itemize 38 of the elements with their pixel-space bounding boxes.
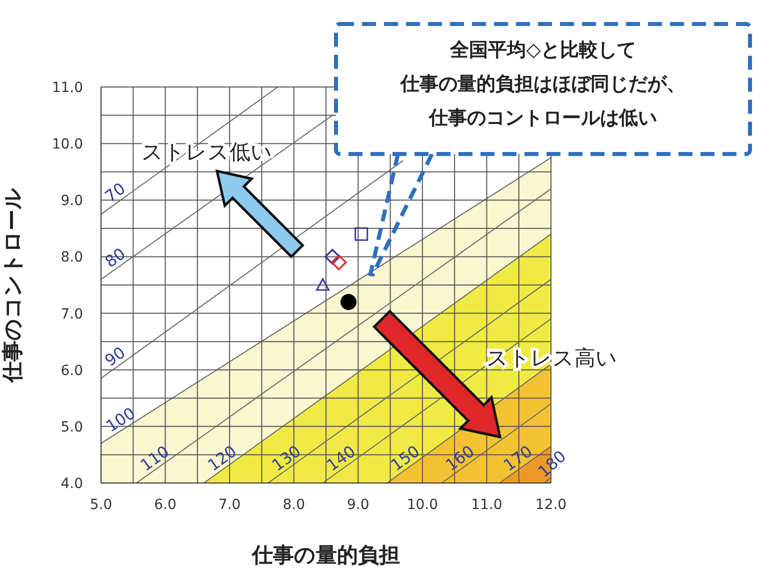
y-tick-label: 10.0 bbox=[52, 136, 83, 153]
text: 110 bbox=[136, 442, 173, 475]
y-axis-title: 仕事のコントロール bbox=[0, 188, 24, 384]
text: 180 bbox=[534, 446, 570, 482]
text: 120 bbox=[204, 442, 240, 475]
x-tick-label: 5.0 bbox=[90, 496, 112, 513]
text: 100 bbox=[102, 403, 139, 436]
text: 140 bbox=[323, 442, 359, 475]
text: 80 bbox=[101, 244, 130, 272]
text: 160 bbox=[442, 441, 478, 475]
y-tick-label: 5.0 bbox=[60, 419, 83, 436]
y-tick-label: 7.0 bbox=[60, 306, 83, 322]
y-tick-label: 9.0 bbox=[60, 193, 83, 210]
y-tick-label: 6.0 bbox=[60, 362, 83, 379]
y-tick-label: 11.0 bbox=[52, 80, 83, 96]
annotation: 仕事の量的負担はほぼ同じだが、 bbox=[400, 73, 686, 95]
y-tick-label: 4.0 bbox=[60, 476, 83, 492]
point bbox=[316, 278, 330, 291]
x-tick-label: 12.0 bbox=[535, 496, 567, 513]
y-tick-label: 8.0 bbox=[60, 250, 83, 266]
text: 90 bbox=[101, 342, 129, 370]
text: 70 bbox=[101, 178, 129, 206]
text: 150 bbox=[387, 441, 424, 475]
point bbox=[330, 254, 347, 270]
annotation: 仕事のコントロールは低い bbox=[428, 107, 657, 129]
point bbox=[340, 294, 356, 310]
x-tick-label: 7.0 bbox=[218, 496, 241, 513]
x-tick-label: 10.0 bbox=[406, 496, 438, 513]
text: 170 bbox=[500, 442, 536, 475]
x-tick-label: 6.0 bbox=[154, 496, 176, 513]
point bbox=[354, 227, 368, 241]
x-tick-label: 11.0 bbox=[471, 496, 502, 513]
x-tick-label: 9.0 bbox=[347, 496, 370, 513]
x-axis-title: 仕事の量的負担 bbox=[251, 543, 400, 567]
point bbox=[324, 248, 340, 265]
text: 130 bbox=[268, 442, 304, 475]
text: 全国平均◇と比較して bbox=[449, 39, 636, 61]
x-tick-label: 8.0 bbox=[282, 496, 305, 513]
